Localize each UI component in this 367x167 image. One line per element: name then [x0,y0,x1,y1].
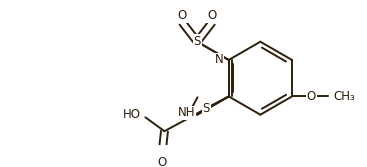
Text: N: N [215,53,224,66]
Text: S: S [203,102,210,115]
Text: O: O [178,9,187,22]
Text: S: S [193,35,201,48]
Text: O: O [207,9,217,22]
Text: O: O [306,90,316,103]
Text: HO: HO [123,108,141,121]
Text: NH: NH [178,106,195,119]
Text: CH₃: CH₃ [334,90,355,103]
Text: O: O [157,156,167,167]
